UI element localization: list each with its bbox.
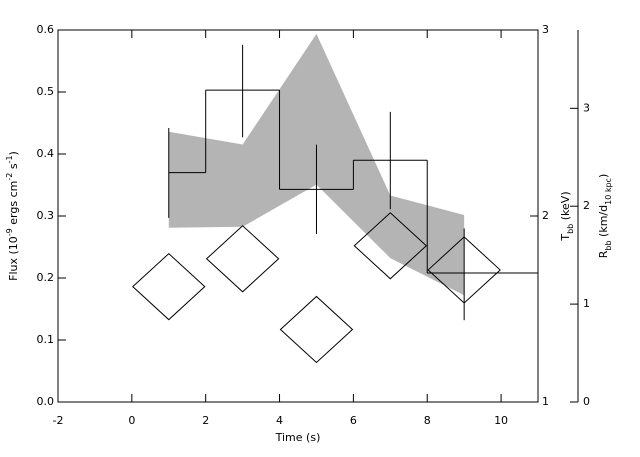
diamond-marker — [132, 253, 206, 321]
label-part: ) — [597, 174, 610, 178]
label-script: 10 kpc — [604, 178, 613, 205]
diamond-marker — [353, 212, 428, 280]
y3-tick-label: 2 — [583, 199, 590, 212]
label-script: bb — [566, 224, 575, 234]
diamond-marker — [427, 236, 501, 304]
x-tick-label: 0 — [128, 414, 135, 427]
y2-tick-label: 1 — [542, 395, 549, 408]
diamond-marker — [205, 225, 280, 293]
label-script: -2 — [5, 173, 14, 181]
label-part: T — [559, 234, 572, 242]
y3-axis-label: Rbb (km/d10 kpc) — [597, 174, 613, 259]
label-part: ergs cm — [7, 181, 20, 229]
label-part: (keV) — [559, 191, 572, 223]
label-script: -1 — [5, 155, 14, 163]
y3-tick-label: 3 — [583, 101, 590, 114]
label-script: bb — [604, 240, 613, 250]
x-tick-label: 8 — [424, 414, 431, 427]
label-part: ) — [7, 151, 20, 155]
y2-tick-label: 3 — [542, 23, 549, 36]
x-tick-label: -2 — [53, 414, 64, 427]
y3-tick-label: 0 — [583, 395, 590, 408]
y-tick-label: 0.5 — [37, 85, 55, 98]
x-tick-label: 4 — [276, 414, 283, 427]
x-tick-label: 2 — [202, 414, 209, 427]
label-part: (km/d — [597, 205, 610, 241]
y-tick-label: 0.6 — [37, 23, 55, 36]
y-tick-label: 0.3 — [37, 209, 55, 222]
x-axis-label: Time (s) — [275, 431, 321, 444]
y2-tick-label: 2 — [542, 209, 549, 222]
label-script: -9 — [5, 228, 14, 236]
y2-axis-label: Tbb (keV) — [559, 191, 575, 241]
y-tick-label: 0.0 — [37, 395, 55, 408]
y3-tick-label: 1 — [583, 297, 590, 310]
label-part: Flux (10 — [7, 236, 20, 281]
y-axis-label: Flux (10-9 ergs cm-2 s-1) — [5, 151, 20, 281]
x-tick-label: 6 — [350, 414, 357, 427]
y-tick-label: 0.4 — [37, 147, 55, 160]
x-tick-label: 10 — [494, 414, 508, 427]
y-tick-label: 0.1 — [37, 333, 55, 346]
diamond-marker — [279, 295, 354, 364]
label-part: s — [7, 163, 20, 172]
label-part: R — [597, 250, 610, 258]
y-tick-label: 0.2 — [37, 271, 55, 284]
